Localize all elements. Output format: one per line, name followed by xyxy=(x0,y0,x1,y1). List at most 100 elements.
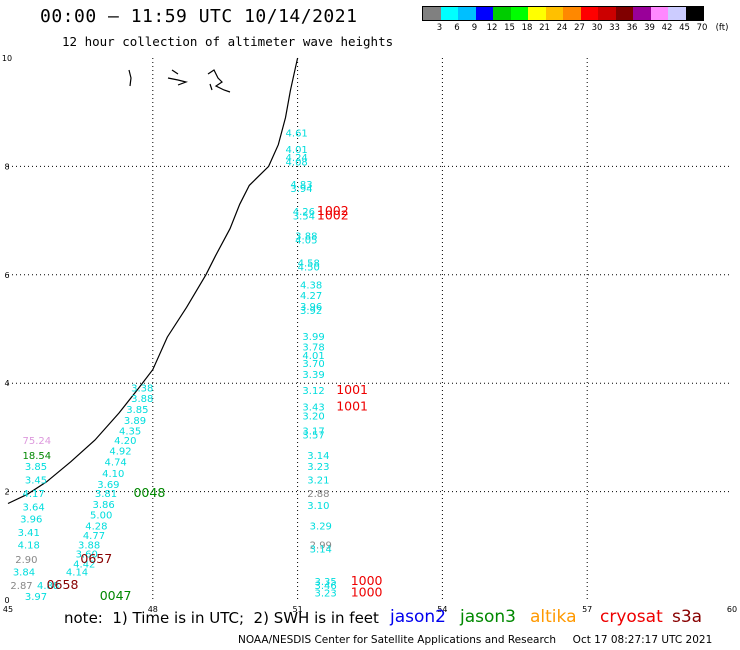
color-scale-label: 9 xyxy=(471,23,478,33)
coastline xyxy=(7,57,299,505)
swh-value-label: 3.89 xyxy=(124,416,146,427)
swh-value-label: 3.88 xyxy=(131,394,153,405)
swh-value-label: 3.96 xyxy=(20,514,42,525)
swh-value-label: 4.18 xyxy=(18,541,40,552)
island-outline xyxy=(128,69,132,87)
swh-value-label: 2.88 xyxy=(307,489,329,500)
swh-value-label: 3.41 xyxy=(18,528,40,539)
swh-value-label: 3.21 xyxy=(307,475,329,486)
color-scale-label: 18 xyxy=(521,23,533,33)
swh-value-label: 4.20 xyxy=(114,436,136,447)
swh-value-label: 3.17 xyxy=(302,427,324,438)
swh-value-label: 75.24 xyxy=(22,436,51,447)
swh-value-label: 3.10 xyxy=(307,501,329,512)
chart-axes: 45 48 51 54 57 60 0 2 4 6 8 10 xyxy=(2,54,737,614)
swh-value-label: 4.28 xyxy=(85,522,107,533)
x-tick-label: 45 xyxy=(3,605,13,614)
swh-value-label: 2.90 xyxy=(15,555,37,566)
swh-value-label: 4.27 xyxy=(300,291,322,302)
color-scale-labels: 3 6 9 12 15 18 21 24 27 30 33 36 39 42 45 70 (ft) xyxy=(422,21,729,35)
color-scale-label: 36 xyxy=(626,23,638,33)
swh-value-label: 3.88 xyxy=(295,232,317,243)
swh-value-label: 3.57 xyxy=(302,430,324,441)
swh-value-label: 4.61 xyxy=(286,129,308,140)
color-swatch xyxy=(475,7,493,20)
swh-value-label: 3.54 xyxy=(293,212,315,223)
footer-credit: NOAA/NESDIS Center for Satellite Applica… xyxy=(238,634,713,646)
color-scale-label: 33 xyxy=(609,23,620,33)
color-swatch xyxy=(423,7,441,20)
swh-value-label: 3.38 xyxy=(131,383,153,394)
swh-value-label: 3.35 xyxy=(314,577,336,588)
swh-value-label: 4.77 xyxy=(83,531,105,542)
swh-value-label: 2.99 xyxy=(310,541,332,552)
swh-value-label: 3.78 xyxy=(302,343,324,354)
swh-value-label: 4.88 xyxy=(37,581,59,592)
time-label: 0047 xyxy=(100,588,132,603)
swh-value-label: 4.38 xyxy=(300,280,322,291)
swh-value-label: 3.84 xyxy=(13,568,35,579)
y-tick-label: 10 xyxy=(2,54,12,63)
swh-value-label: 3.81 xyxy=(95,489,117,500)
color-scale-label: 12 xyxy=(486,23,498,33)
swh-value-label: 3.23 xyxy=(307,462,329,473)
time-label: 1002 xyxy=(317,203,349,218)
color-scale-swatches xyxy=(422,6,704,21)
page-subtitle: 12 hour collection of altimeter wave hei… xyxy=(62,34,394,49)
color-scale-label: 70 xyxy=(696,23,708,33)
y-tick-label: 6 xyxy=(4,271,9,280)
color-swatch xyxy=(528,7,546,20)
time-label: 1001 xyxy=(336,382,368,397)
swh-value-label: 3.60 xyxy=(76,550,98,561)
swh-value-label: 4.01 xyxy=(302,351,324,362)
chart-grid xyxy=(8,58,732,600)
swh-value-label: 4.14 xyxy=(66,568,88,579)
color-scale-legend: 3 6 9 12 15 18 21 24 27 30 33 36 39 42 45 70 (ft) xyxy=(422,6,729,35)
swh-value-label: 3.85 xyxy=(25,462,47,473)
swh-value-label: 4.42 xyxy=(73,559,95,570)
swh-value-label: 3.96 xyxy=(300,302,322,313)
color-scale-unit: (ft) xyxy=(715,23,729,33)
swh-value-label: 5.00 xyxy=(90,511,112,522)
swh-value-label: 4.26 xyxy=(293,207,315,218)
color-swatch xyxy=(685,7,703,20)
color-scale-label: 24 xyxy=(556,23,568,33)
footer-note: note: 1) Time is in UTC; 2) SWH is in fe… xyxy=(64,609,379,627)
swh-value-label: 3.23 xyxy=(314,589,336,600)
legend-entry-jason2: jason2 xyxy=(390,607,446,627)
swh-value-label: 4.35 xyxy=(119,427,141,438)
legend-entry-jason3: jason3 xyxy=(460,607,516,627)
color-scale-label: 15 xyxy=(504,23,515,33)
color-scale-label: 39 xyxy=(644,23,655,33)
x-tick-label: 57 xyxy=(582,605,592,614)
swh-value-label: 3.29 xyxy=(310,522,332,533)
swh-value-label: 3.43 xyxy=(302,402,324,413)
swh-value-label: 4.92 xyxy=(109,447,131,458)
swh-value-label: 3.12 xyxy=(302,386,324,397)
island-outline xyxy=(207,69,231,93)
swh-value-label: 4.24 xyxy=(286,153,308,164)
y-tick-label: 8 xyxy=(4,162,9,171)
swh-value-label: 3.14 xyxy=(310,544,332,555)
swh-value-label: 3.97 xyxy=(25,592,47,603)
swh-value-label: 3.92 xyxy=(300,306,322,317)
x-tick-label: 51 xyxy=(293,605,303,614)
color-swatch xyxy=(458,7,476,20)
swh-value-label: 18.54 xyxy=(22,451,51,462)
swh-value-label: 3.70 xyxy=(302,359,324,370)
legend-entry-cryosat: cryosat xyxy=(600,607,663,627)
time-label: 0048 xyxy=(133,485,165,500)
color-swatch xyxy=(440,7,458,20)
swh-value-label: 3.14 xyxy=(307,451,329,462)
swh-value-label: 4.05 xyxy=(295,235,317,246)
color-swatch xyxy=(580,7,598,20)
chart-points: 4.614.014.244.084.833.944.263.543.884.05… xyxy=(10,129,382,603)
swh-value-label: 4.74 xyxy=(105,458,127,469)
color-scale-label: 45 xyxy=(679,23,690,33)
time-label: 1000 xyxy=(351,573,383,588)
swh-value-label: 4.17 xyxy=(22,489,44,500)
y-tick-label: 4 xyxy=(4,379,9,388)
color-swatch xyxy=(668,7,686,20)
legend-entry-altika: altika xyxy=(530,607,577,627)
